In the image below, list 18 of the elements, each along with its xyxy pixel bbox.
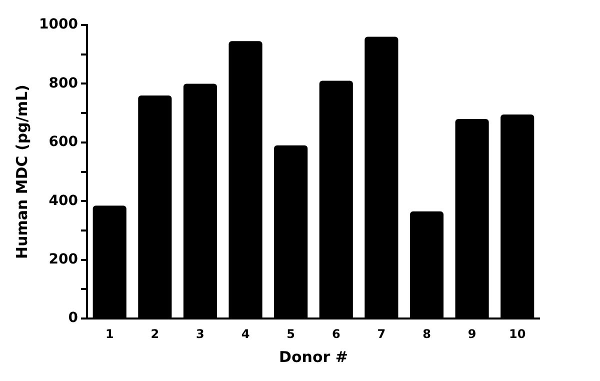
y-tick-label: 1000 xyxy=(38,16,78,33)
x-tick-label: 7 xyxy=(377,326,386,341)
y-tick-label: 600 xyxy=(48,134,78,150)
x-axis-title: Donor # xyxy=(279,348,348,366)
x-tick-label: 5 xyxy=(286,326,296,341)
y-tick-label: 800 xyxy=(48,75,78,92)
y-tick-label: 400 xyxy=(48,192,78,209)
y-tick-label: 0 xyxy=(68,310,78,326)
x-tick-label: 10 xyxy=(508,326,526,341)
x-tick-label: 6 xyxy=(332,326,340,341)
x-tick-label: 3 xyxy=(196,326,204,341)
y-axis-title: Human MDC (pg/mL) xyxy=(12,84,31,259)
y-tick-label: 200 xyxy=(48,252,78,268)
x-tick-label: 8 xyxy=(422,326,431,341)
x-tick-label: 4 xyxy=(241,326,250,341)
x-tick-label: 1 xyxy=(105,326,114,341)
x-tick-label: 9 xyxy=(468,326,476,341)
x-tick-label: 2 xyxy=(150,326,160,341)
